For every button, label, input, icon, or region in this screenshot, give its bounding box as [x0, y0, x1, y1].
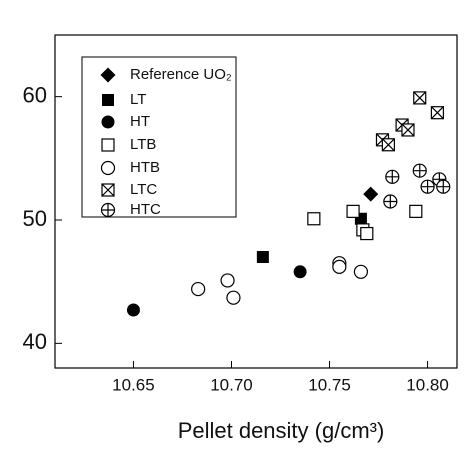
marker — [420, 179, 435, 194]
marker-shape — [332, 259, 347, 274]
marker-cross — [385, 170, 399, 184]
marker-shape — [102, 94, 114, 106]
legend-marker — [100, 202, 116, 218]
y-tick-label: 50 — [23, 206, 47, 231]
legend-label: LTC — [130, 181, 157, 198]
legend-label: HTB — [130, 159, 160, 176]
legend-label: HTC — [130, 201, 161, 218]
legend-marker — [100, 160, 116, 176]
marker-cross — [383, 195, 397, 208]
marker-shape — [256, 251, 269, 263]
marker-shape — [100, 67, 116, 83]
x-tick-label: 10.80 — [406, 375, 449, 394]
legend-label: Reference UO₂ — [130, 66, 232, 83]
marker-shape — [409, 204, 423, 218]
marker — [346, 204, 360, 218]
x-tick-label: 10.70 — [210, 375, 253, 394]
marker-shape — [363, 186, 379, 202]
marker — [430, 106, 444, 120]
marker — [436, 179, 451, 194]
legend-marker — [101, 115, 115, 129]
marker — [409, 204, 423, 218]
y-tick-label: 40 — [23, 329, 47, 354]
marker — [381, 138, 395, 152]
marker — [412, 163, 427, 178]
marker — [226, 290, 241, 305]
marker-cross — [413, 164, 427, 178]
y-tick-label: 60 — [23, 82, 47, 107]
marker — [360, 226, 374, 241]
x-axis-label: Pellet density (g/cm³) — [178, 418, 385, 443]
marker — [220, 273, 235, 288]
marker-cross — [401, 123, 415, 137]
marker-cross — [381, 138, 395, 152]
marker-cross — [430, 106, 444, 120]
marker-shape — [360, 226, 374, 241]
legend-label: LTB — [130, 136, 156, 153]
marker — [413, 91, 427, 105]
marker — [363, 186, 379, 202]
marker-shape — [126, 303, 140, 317]
marker — [332, 259, 347, 274]
marker-shape — [191, 281, 206, 297]
legend-label: LT — [130, 91, 146, 108]
marker-shape — [307, 212, 321, 226]
marker-cross — [436, 180, 450, 194]
legend-marker — [101, 183, 115, 197]
marker — [126, 303, 140, 317]
marker-shape — [101, 138, 115, 152]
marker — [256, 251, 269, 263]
marker-shape — [220, 273, 235, 288]
marker — [293, 265, 307, 279]
marker — [385, 169, 400, 184]
marker-shape — [100, 160, 116, 176]
marker-cross — [101, 203, 115, 217]
marker — [307, 212, 321, 226]
marker — [401, 123, 415, 137]
marker-cross — [413, 91, 427, 105]
marker-shape — [293, 265, 307, 279]
legend-marker — [102, 94, 114, 106]
x-tick-label: 10.65 — [112, 375, 155, 394]
marker — [383, 194, 398, 209]
marker — [353, 264, 369, 279]
marker-cross — [421, 180, 435, 194]
legend-marker — [101, 138, 115, 152]
marker-shape — [226, 290, 241, 305]
plot-frame — [54, 34, 458, 369]
legend-label: HT — [130, 113, 150, 130]
x-tick-label: 10.75 — [308, 375, 351, 394]
marker-shape — [353, 264, 369, 279]
marker-shape — [346, 204, 360, 218]
marker — [191, 281, 206, 297]
legend-marker — [100, 67, 116, 83]
marker-shape — [101, 115, 115, 129]
marker-cross — [101, 183, 115, 197]
